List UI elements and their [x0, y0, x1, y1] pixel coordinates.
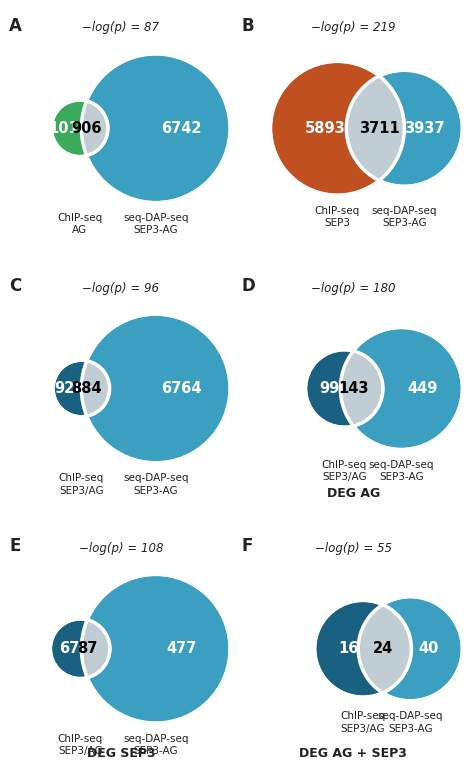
- Circle shape: [82, 574, 230, 723]
- Text: 1014: 1014: [49, 120, 90, 136]
- Text: ChIP-seq
SEP3/AG: ChIP-seq SEP3/AG: [322, 460, 367, 483]
- Text: 6764: 6764: [162, 381, 202, 396]
- Text: −log(p) = 108: −log(p) = 108: [79, 542, 163, 555]
- Text: ChIP-seq
AG: ChIP-seq AG: [57, 213, 102, 235]
- Text: 40: 40: [418, 641, 438, 657]
- Text: F: F: [242, 537, 253, 556]
- Text: DEG AG + SEP3: DEG AG + SEP3: [299, 747, 407, 760]
- Text: D: D: [242, 277, 255, 295]
- Text: C: C: [9, 277, 22, 295]
- Circle shape: [52, 100, 108, 156]
- Text: ChIP-seq
SEP3/AG: ChIP-seq SEP3/AG: [340, 711, 386, 733]
- Text: 884: 884: [72, 381, 102, 396]
- Text: 87: 87: [77, 641, 98, 657]
- Circle shape: [271, 61, 404, 195]
- Text: seq-DAP-seq
SEP3-AG: seq-DAP-seq SEP3-AG: [123, 213, 189, 235]
- Text: 477: 477: [166, 641, 197, 657]
- Circle shape: [82, 314, 230, 463]
- Text: seq-DAP-seq
SEP3-AG: seq-DAP-seq SEP3-AG: [123, 733, 189, 756]
- Text: seq-DAP-seq
SEP3-AG: seq-DAP-seq SEP3-AG: [369, 460, 434, 483]
- Text: 143: 143: [338, 381, 369, 396]
- Text: 99: 99: [319, 381, 339, 396]
- Text: −log(p) = 180: −log(p) = 180: [311, 281, 395, 294]
- Text: 3711: 3711: [359, 120, 400, 136]
- Text: ChIP-seq
SEP3: ChIP-seq SEP3: [315, 206, 360, 228]
- Text: A: A: [9, 17, 22, 35]
- Text: 920: 920: [55, 381, 85, 396]
- Text: 3937: 3937: [404, 120, 445, 136]
- Circle shape: [340, 328, 462, 449]
- Text: 24: 24: [373, 641, 393, 657]
- Text: −log(p) = 219: −log(p) = 219: [311, 22, 395, 34]
- Text: −log(p) = 96: −log(p) = 96: [82, 281, 159, 294]
- Text: ChIP-seq
SEP3/AG: ChIP-seq SEP3/AG: [59, 473, 104, 496]
- Text: 449: 449: [408, 381, 438, 396]
- Text: ChIP-seq
SEP3/AG: ChIP-seq SEP3/AG: [57, 733, 103, 756]
- Circle shape: [346, 70, 462, 186]
- Text: 5893: 5893: [304, 120, 345, 136]
- Text: DEG SEP3: DEG SEP3: [87, 747, 155, 760]
- Circle shape: [358, 597, 462, 701]
- Text: B: B: [242, 17, 254, 35]
- Circle shape: [82, 54, 230, 203]
- Circle shape: [358, 597, 462, 701]
- Text: seq-DAP-seq
SEP3-AG: seq-DAP-seq SEP3-AG: [123, 473, 189, 496]
- Text: −log(p) = 87: −log(p) = 87: [82, 22, 159, 34]
- Circle shape: [315, 601, 411, 697]
- Circle shape: [82, 54, 230, 203]
- Text: seq-DAP-seq
SEP3-AG: seq-DAP-seq SEP3-AG: [377, 711, 443, 733]
- Circle shape: [306, 350, 383, 427]
- Circle shape: [53, 361, 109, 416]
- Text: 16: 16: [338, 641, 359, 657]
- Circle shape: [82, 314, 230, 463]
- Circle shape: [346, 70, 462, 186]
- Text: 67: 67: [59, 641, 79, 657]
- Circle shape: [50, 619, 110, 678]
- Text: seq-DAP-seq
SEP3-AG: seq-DAP-seq SEP3-AG: [372, 206, 437, 228]
- Text: E: E: [9, 537, 21, 556]
- Circle shape: [340, 328, 462, 449]
- Text: 906: 906: [72, 120, 102, 136]
- Circle shape: [82, 574, 230, 723]
- Text: DEG AG: DEG AG: [327, 487, 380, 500]
- Text: −log(p) = 55: −log(p) = 55: [315, 542, 392, 555]
- Text: 6742: 6742: [162, 120, 202, 136]
